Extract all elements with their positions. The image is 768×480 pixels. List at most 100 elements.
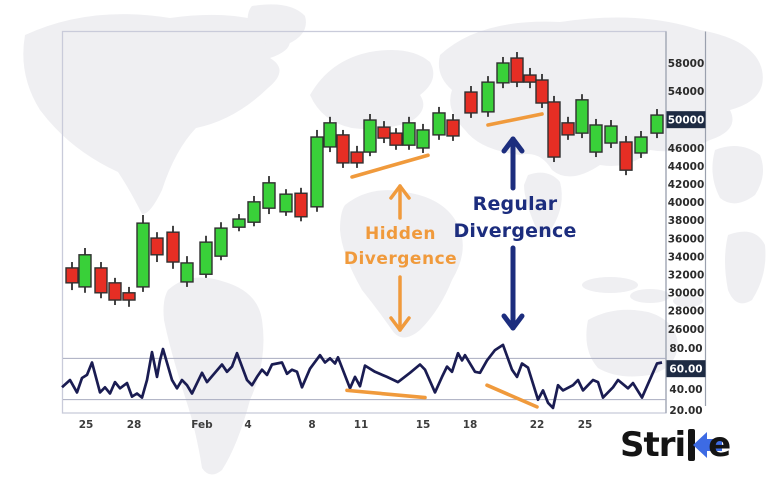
current-price-badge <box>666 111 706 129</box>
bearish-candle <box>336 134 350 164</box>
bearish-candle <box>619 141 633 171</box>
strike-logo: Stri e <box>620 424 731 465</box>
date-axis: 25 28 Feb 4 8 11 15 18 22 25 <box>79 419 593 431</box>
current-rsi-badge <box>666 360 706 378</box>
bullish-candle <box>634 136 648 154</box>
bullish-candle <box>279 193 293 213</box>
arrow-head <box>501 136 525 154</box>
bearish-candle <box>523 74 537 83</box>
bullish-candle <box>589 124 603 153</box>
logo-text-prefix: Stri <box>620 425 686 465</box>
bearish-candle <box>166 231 180 263</box>
price-tick-label: 54000 <box>668 86 705 98</box>
bearish-candle <box>150 237 164 256</box>
bearish-candle <box>535 79 549 104</box>
bullish-candle <box>247 201 261 223</box>
arrow-head <box>501 313 525 331</box>
date-tick-label: 25 <box>578 419 593 431</box>
bullish-candle <box>323 122 337 148</box>
price-tick-label: 38000 <box>668 215 705 227</box>
bullish-candle <box>402 122 416 146</box>
price-tick-label: 34000 <box>668 251 705 263</box>
arrow-head <box>389 184 411 200</box>
bullish-candle <box>310 136 324 208</box>
bearish-candle <box>547 101 561 158</box>
regular-divergence-line1: Regular <box>472 193 558 215</box>
current-rsi-value: 60.00 <box>669 363 702 375</box>
bullish-candle <box>136 222 150 288</box>
bullish-candle <box>262 182 276 209</box>
bullish-candle <box>604 125 618 144</box>
bullish-candle <box>481 81 495 113</box>
price-tick-label: 30000 <box>668 288 705 300</box>
bullish-candle <box>363 119 377 153</box>
bearish-candle <box>108 282 122 301</box>
rsi-tick-label: 80.00 <box>669 343 702 355</box>
date-tick-label: 28 <box>127 419 142 431</box>
bearish-candle <box>94 267 108 294</box>
price-axis: 58000 54000 50000 46000 44000 42000 40000 38000… <box>666 58 706 336</box>
rsi-axis: 80.00 60.00 40.00 20.00 <box>666 343 706 417</box>
date-tick-label: 25 <box>79 419 94 431</box>
hidden-divergence-label: Hidden Divergence <box>318 222 483 272</box>
arrow-head <box>389 316 411 332</box>
bullish-candle <box>650 114 664 134</box>
rsi-tick-label: 40.00 <box>669 384 702 396</box>
price-tick-label: 36000 <box>668 233 705 245</box>
annotation-arrows <box>389 136 525 332</box>
chart-frame <box>61 30 707 414</box>
rsi-gridlines <box>63 357 666 401</box>
date-tick-label: 15 <box>416 419 431 431</box>
price-tick-label: 58000 <box>668 58 705 70</box>
price-tick-label: 40000 <box>668 197 705 209</box>
bullish-candle <box>199 241 213 275</box>
price-divergence-trendline <box>350 153 430 179</box>
date-tick-label: 18 <box>463 419 478 431</box>
rsi-line <box>61 343 663 410</box>
logo-k-stem <box>688 429 696 461</box>
rsi-divergence-trendline <box>485 383 539 409</box>
bullish-candle <box>180 262 194 283</box>
price-tick-label: 26000 <box>668 324 705 336</box>
regular-divergence-label: Regular Divergence <box>429 191 601 245</box>
bearish-candle <box>350 151 364 164</box>
price-tick-label: 28000 <box>668 306 705 318</box>
bearish-candle <box>389 132 403 146</box>
rsi-divergence-trendline <box>345 388 427 400</box>
hidden-divergence-line2: Divergence <box>343 249 458 269</box>
bearish-candle <box>464 91 478 114</box>
price-tick-label: 42000 <box>668 179 705 191</box>
bearish-candle <box>561 122 575 136</box>
date-tick-label: 22 <box>530 419 545 431</box>
bullish-candle <box>575 99 589 134</box>
current-price-value: 50000 <box>668 114 705 126</box>
bullish-candle <box>432 112 446 136</box>
candlestick-series <box>65 52 664 307</box>
price-tick-label: 46000 <box>668 143 705 155</box>
divergence-trendlines <box>345 112 544 409</box>
date-tick-label: 11 <box>354 419 369 431</box>
bearish-candle <box>122 292 136 301</box>
bullish-candle <box>416 129 430 149</box>
rsi-tick-label: 20.00 <box>669 405 702 417</box>
price-divergence-trendline <box>486 112 544 127</box>
price-tick-label: 32000 <box>668 270 705 282</box>
bullish-candle <box>496 62 510 84</box>
logo-text-suffix: e <box>708 425 731 465</box>
date-tick-label: 8 <box>308 419 315 431</box>
hidden-divergence-line1: Hidden <box>364 224 437 244</box>
bearish-candle <box>65 267 79 284</box>
bearish-candle <box>446 119 460 137</box>
date-tick-label: Feb <box>191 419 213 431</box>
bullish-candle <box>214 227 228 257</box>
logo-left-arrow-icon <box>693 432 723 458</box>
bearish-candle <box>377 126 391 139</box>
bearish-candle <box>294 192 308 218</box>
bullish-candle <box>232 218 246 228</box>
price-tick-label: 44000 <box>668 161 705 173</box>
bullish-candle <box>78 254 92 288</box>
date-tick-label: 4 <box>244 419 251 431</box>
regular-divergence-line2: Divergence <box>453 220 577 242</box>
